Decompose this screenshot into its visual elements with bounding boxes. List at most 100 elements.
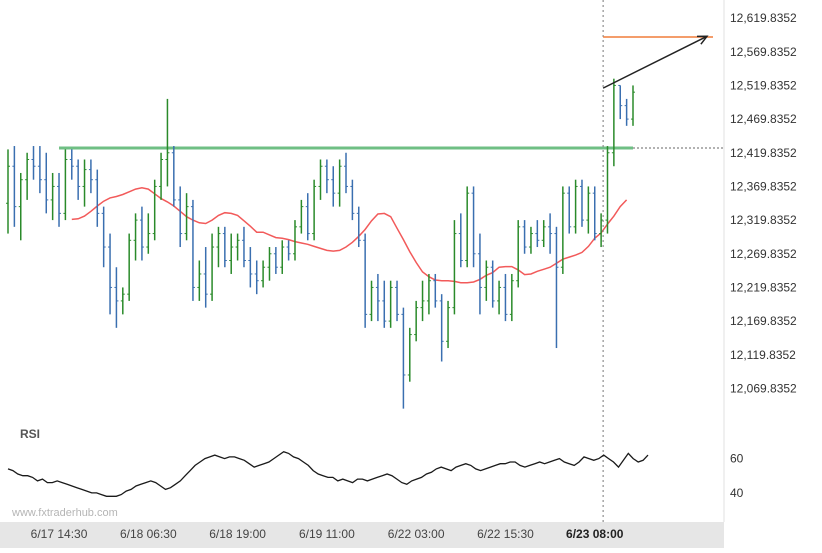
signal-overlay [602, 0, 713, 522]
time-tick-label: 6/17 14:30 [31, 527, 88, 541]
ohlc-bar [446, 300, 451, 349]
ohlc-bar [76, 159, 81, 200]
ohlc-bar [133, 213, 138, 261]
ohlc-bar [592, 186, 597, 241]
ohlc-bar [82, 159, 87, 207]
ohlc-bar [465, 186, 470, 268]
time-axis: 6/17 14:30 6/18 06:30 6/18 19:00 6/19 11:00… [0, 522, 822, 548]
ohlc-bar [210, 233, 215, 301]
axis-corner [724, 522, 822, 548]
moving-average-line [71, 187, 628, 284]
ohlc-bar [503, 273, 508, 322]
ohlc-bar [216, 226, 221, 268]
ohlc-bar [299, 199, 304, 234]
ohlc-bar [235, 233, 240, 261]
ohlc-bar [184, 193, 189, 241]
price-tick-label: 12,069.8352 [730, 382, 797, 396]
ohlc-bar [165, 98, 170, 187]
ohlc-bar [433, 273, 438, 308]
ohlc-bar [318, 159, 323, 200]
price-tick-label: 12,269.8352 [730, 247, 797, 261]
ohlc-bar [516, 220, 521, 288]
ohlc-bar [331, 166, 336, 207]
rsi-pane: RSI 60 40 [7, 427, 744, 500]
price-tick-label: 12,469.8352 [730, 112, 797, 126]
ohlc-bar [522, 220, 527, 254]
ohlc-bar [44, 152, 49, 214]
ohlc-bar [312, 179, 317, 241]
ohlc-bar [541, 220, 546, 248]
ohlc-bar [6, 149, 10, 234]
price-axis: 12,619.8352 12,569.8352 12,519.8352 12,469.… [730, 11, 797, 395]
price-tick-label: 12,569.8352 [730, 45, 797, 59]
ohlc-bar [484, 260, 489, 301]
ohlc-bar [152, 179, 157, 241]
forecast-arrow-head [696, 35, 709, 45]
moving-average-path [71, 187, 628, 284]
ohlc-bar [127, 233, 132, 301]
ohlc-bar [586, 186, 591, 234]
ohlc-bar [395, 280, 400, 322]
ohlc-bar [37, 146, 42, 194]
plot-background [8, 0, 724, 522]
ohlc-bar [292, 220, 297, 261]
ohlc-bar [63, 149, 68, 221]
ohlc-bar [452, 220, 457, 315]
time-tick-label: 6/22 15:30 [477, 527, 534, 541]
ohlc-bar [497, 280, 502, 315]
ohlc-bar [356, 206, 361, 248]
ohlc-bar [528, 226, 533, 254]
ohlc-bar [420, 280, 425, 322]
ohlc-bar [273, 247, 278, 274]
ohlc-bar [382, 280, 387, 328]
forecast-arrow-shaft [602, 35, 708, 89]
ohlc-bar [567, 186, 572, 234]
ohlc-bar [458, 213, 463, 268]
ohlc-bar [286, 240, 291, 261]
ohlc-bar [50, 172, 55, 221]
ohlc-bar [363, 233, 368, 328]
ohlc-bar [471, 186, 476, 268]
grid-lines [8, 0, 725, 522]
time-tick-label: 6/18 19:00 [209, 527, 266, 541]
rsi-tick-label: 40 [730, 486, 744, 500]
ohlc-bar [190, 199, 195, 301]
rsi-line [7, 450, 649, 497]
time-tick-label: 6/23 08:00 [566, 527, 624, 541]
ohlc-bar [88, 159, 93, 194]
ohlc-bar [579, 179, 584, 227]
ohlc-bar [414, 300, 419, 342]
ohlc-bar [401, 307, 406, 409]
ohlc-bar [101, 206, 106, 268]
ohlc-bar [305, 193, 310, 241]
ohlc-bar [548, 213, 553, 254]
ohlc-bar [631, 85, 635, 126]
ohlc-bar [159, 152, 164, 200]
price-tick-label: 12,369.8352 [730, 180, 797, 194]
ohlc-bar [388, 280, 393, 328]
time-tick-label: 6/19 11:00 [299, 527, 355, 541]
ohlc-bar [31, 146, 36, 180]
ohlc-bar [426, 273, 431, 315]
ohlc-bar [560, 186, 565, 274]
time-axis-band [0, 522, 724, 548]
ohlc-bar [171, 146, 176, 207]
ohlc-bar [114, 267, 119, 328]
ohlc-bar [509, 273, 514, 322]
ohlc-bar [490, 260, 495, 308]
ohlc-bar [280, 240, 285, 274]
ohlc-bar [344, 152, 349, 194]
ohlc-bar [267, 247, 272, 281]
ohlc-bar [611, 78, 616, 167]
rsi-label: RSI [20, 427, 40, 441]
ohlc-bar [241, 226, 246, 268]
ohlc-bar [203, 247, 208, 308]
ohlc-bar [69, 149, 74, 180]
ohlc-bar [25, 152, 30, 200]
ohlc-bar [439, 294, 444, 362]
ohlc-bar [337, 159, 342, 207]
ohlc-bar [407, 327, 412, 382]
ohlc-bar [573, 179, 578, 234]
ohlc-bar [139, 206, 144, 261]
